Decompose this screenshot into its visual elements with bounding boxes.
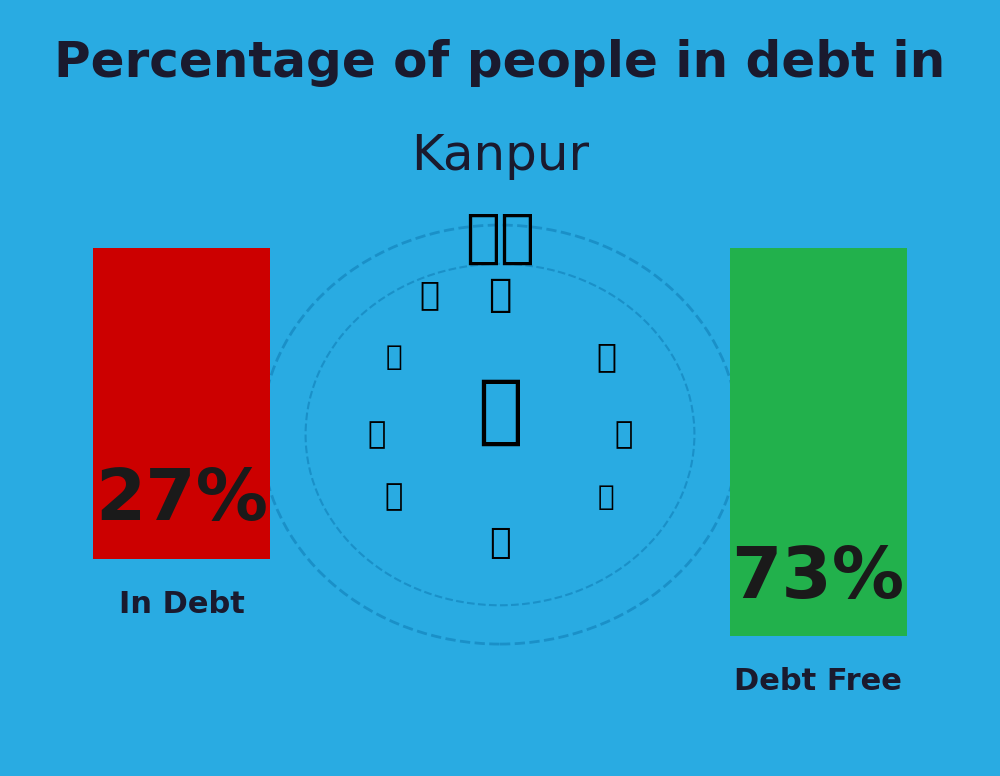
Text: 📱: 📱: [598, 483, 614, 511]
Text: 🚗: 🚗: [489, 526, 511, 560]
Text: 💵: 💵: [488, 276, 512, 314]
Text: 📧: 📧: [386, 343, 402, 371]
Text: 🇮🇳: 🇮🇳: [465, 210, 535, 266]
Text: 🏦: 🏦: [477, 374, 523, 449]
Text: 🔑: 🔑: [615, 420, 633, 449]
Text: Debt Free: Debt Free: [734, 667, 902, 696]
Text: Percentage of people in debt in: Percentage of people in debt in: [54, 39, 946, 87]
Text: 🧳: 🧳: [367, 420, 385, 449]
FancyBboxPatch shape: [730, 248, 907, 636]
FancyBboxPatch shape: [93, 248, 270, 559]
Text: Kanpur: Kanpur: [411, 132, 589, 180]
Text: 73%: 73%: [732, 544, 905, 613]
Text: 🎓: 🎓: [596, 341, 616, 373]
Text: 🏠: 🏠: [419, 279, 439, 311]
Text: In Debt: In Debt: [119, 590, 245, 618]
Text: 💰: 💰: [385, 482, 403, 511]
Text: 27%: 27%: [95, 466, 268, 535]
